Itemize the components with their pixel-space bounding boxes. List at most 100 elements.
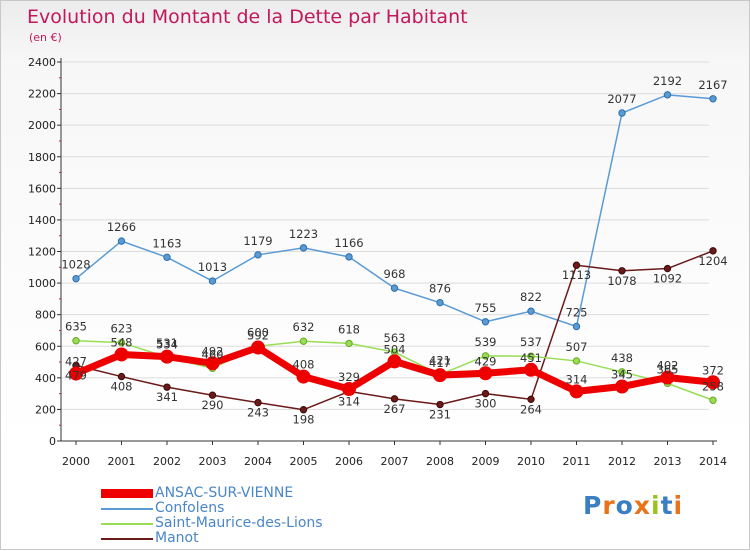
data-label-manot: 264 [520,402,542,416]
x-tick-label: 2004 [244,455,272,468]
data-label-ansac-sur-vienne: 504 [384,342,406,356]
y-tick-label: 2400 [28,56,56,69]
data-point-confolens [72,274,80,283]
legend-swatch [101,507,153,510]
data-label-confolens: 1266 [107,220,136,234]
gridlines [61,61,709,410]
data-label-saint-maurice-des-lions: 421 [429,354,451,368]
data-labels: 427 548 534 492 592 408 329 504 417 429 451 314 345 4… [61,74,727,427]
data-point-manot [208,391,217,399]
x-tick-label: 2014 [699,455,727,468]
data-point-ansac-sur-vienne [114,347,129,362]
data-point-confolens [663,91,672,99]
data-label-saint-maurice-des-lions: 635 [65,320,87,334]
data-label-ansac-sur-vienne: 329 [338,370,360,384]
data-label-ansac-sur-vienne: 427 [65,355,87,369]
data-point-saint-maurice-des-lions [72,337,80,345]
data-point-confolens [527,307,535,315]
x-tick-label: 2005 [290,455,318,468]
data-point-manot [663,264,672,273]
y-tick-label: 1000 [28,277,56,290]
series-lines [69,91,720,414]
x-tick-label: 2006 [335,455,363,468]
data-label-ansac-sur-vienne: 429 [475,354,497,368]
data-point-confolens [345,253,353,261]
x-tick-label: 2013 [654,455,682,468]
data-point-ansac-sur-vienne [342,382,356,397]
data-label-manot: 1078 [607,274,636,288]
data-point-ansac-sur-vienne [660,370,675,385]
x-tick-label: 2010 [517,455,545,468]
data-label-confolens: 2192 [653,74,682,88]
y-tick-label: 2200 [28,88,56,101]
logo-letter: t [660,491,674,520]
data-point-confolens [436,298,444,307]
data-point-ansac-sur-vienne [478,366,493,381]
data-label-saint-maurice-des-lions: 563 [384,331,406,345]
data-label-confolens: 1223 [289,227,318,241]
data-label-saint-maurice-des-lions: 531 [156,336,178,350]
chart-title: Evolution du Montant de la Dette par Hab… [27,6,468,28]
data-label-saint-maurice-des-lions: 460 [202,347,224,361]
data-label-saint-maurice-des-lions: 258 [702,379,724,393]
data-point-saint-maurice-des-lions [117,338,126,347]
data-label-manot: 231 [429,408,451,422]
x-tick-label: 2000 [62,455,90,468]
data-label-manot: 1204 [698,254,727,268]
legend-label: Confolens [155,500,225,516]
data-point-manot [436,400,444,409]
data-point-saint-maurice-des-lions [572,357,581,365]
y-tick-label: 0 [49,435,56,448]
y-tick-label: 400 [35,372,56,385]
data-point-confolens [618,109,626,117]
data-label-manot: 300 [475,397,497,411]
legend-item-confolens: Confolens [101,501,323,516]
logo-letter: i [673,491,684,520]
data-point-manot [527,395,535,404]
data-label-manot: 243 [247,406,269,420]
data-label-manot: 408 [111,380,133,394]
data-point-manot [163,383,171,391]
data-point-ansac-sur-vienne [296,369,311,384]
data-label-saint-maurice-des-lions: 618 [338,322,360,336]
data-point-confolens [117,237,126,245]
data-label-ansac-sur-vienne: 492 [202,344,224,358]
legend-label: Saint-Maurice-des-Lions [155,515,323,531]
logo-letter: x [633,491,651,520]
data-point-confolens [299,244,308,252]
data-point-saint-maurice-des-lions [709,396,717,404]
data-label-manot: 314 [338,394,360,408]
data-label-confolens: 968 [384,267,406,281]
data-label-confolens: 1166 [334,236,363,250]
data-label-confolens: 2077 [607,92,636,106]
data-point-confolens [709,95,717,103]
data-label-confolens: 876 [429,282,451,296]
x-tick-label: 2007 [381,455,409,468]
data-point-saint-maurice-des-lions [618,368,626,376]
data-point-confolens [481,318,490,326]
data-label-confolens: 725 [566,306,588,320]
data-point-manot [299,406,308,414]
data-point-ansac-sur-vienne [524,362,538,377]
data-point-ansac-sur-vienne [387,354,402,369]
data-label-ansac-sur-vienne: 451 [520,351,542,365]
y-tick-label: 1200 [28,246,56,259]
y-tick-label: 600 [35,340,56,353]
data-label-confolens: 755 [475,301,497,315]
data-label-saint-maurice-des-lions: 600 [247,325,269,339]
data-point-manot [709,247,717,255]
data-label-ansac-sur-vienne: 548 [111,335,133,349]
data-label-saint-maurice-des-lions: 539 [475,335,497,349]
legend-item-manot: Manot [101,531,323,546]
data-label-manot: 479 [65,368,87,382]
y-tick-label: 1600 [28,182,56,195]
data-label-saint-maurice-des-lions: 623 [111,322,133,336]
data-label-ansac-sur-vienne: 592 [247,329,269,343]
data-label-confolens: 1013 [198,260,227,274]
chart-subtitle: (en €) [29,31,62,44]
logo-letter: r [602,491,616,520]
legend-label: ANSAC-SUR-VIENNE [155,485,294,501]
y-axis-ticks: 0 200 400 600 800 1000 1200 1400 1600 1800 2000 220… [28,56,61,448]
